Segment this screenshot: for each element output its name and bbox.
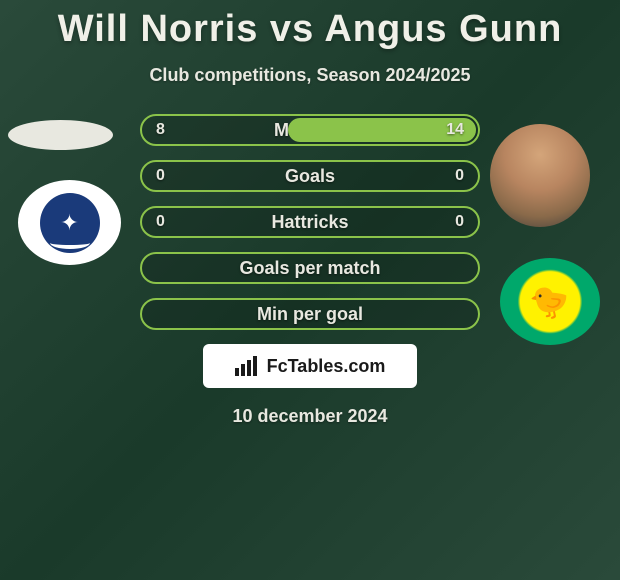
stat-label: Min per goal [257, 304, 363, 325]
stat-left-value: 0 [156, 167, 165, 185]
subtitle: Club competitions, Season 2024/2025 [0, 65, 620, 86]
stat-right-value: 0 [455, 167, 464, 185]
stat-label: Hattricks [271, 212, 348, 233]
chart-icon [235, 356, 261, 376]
stat-label: Goals per match [239, 258, 380, 279]
stats-container: 8 Matches 14 0 Goals 0 0 Hattricks 0 Goa… [0, 114, 620, 330]
stat-right-value: 0 [455, 213, 464, 231]
stat-label: Goals [285, 166, 335, 187]
stat-left-value: 0 [156, 213, 165, 231]
stat-left-value: 8 [156, 121, 165, 139]
stat-row-hattricks: 0 Hattricks 0 [140, 206, 480, 238]
stat-row-goals: 0 Goals 0 [140, 160, 480, 192]
stat-row-goals-per-match: Goals per match [140, 252, 480, 284]
stat-right-value: 14 [446, 121, 464, 139]
branding-text: FcTables.com [267, 356, 386, 377]
stat-row-min-per-goal: Min per goal [140, 298, 480, 330]
stat-row-matches: 8 Matches 14 [140, 114, 480, 146]
date-text: 10 december 2024 [0, 406, 620, 427]
page-title: Will Norris vs Angus Gunn [0, 0, 620, 51]
branding-box: FcTables.com [203, 344, 417, 388]
